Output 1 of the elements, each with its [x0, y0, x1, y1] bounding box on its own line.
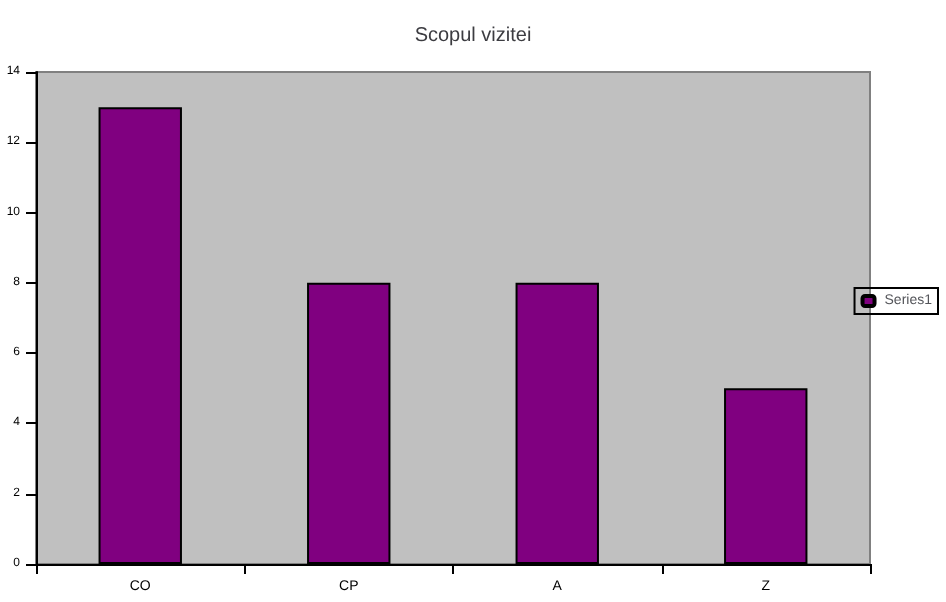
chart-title: Scopul vizitei	[414, 25, 532, 47]
